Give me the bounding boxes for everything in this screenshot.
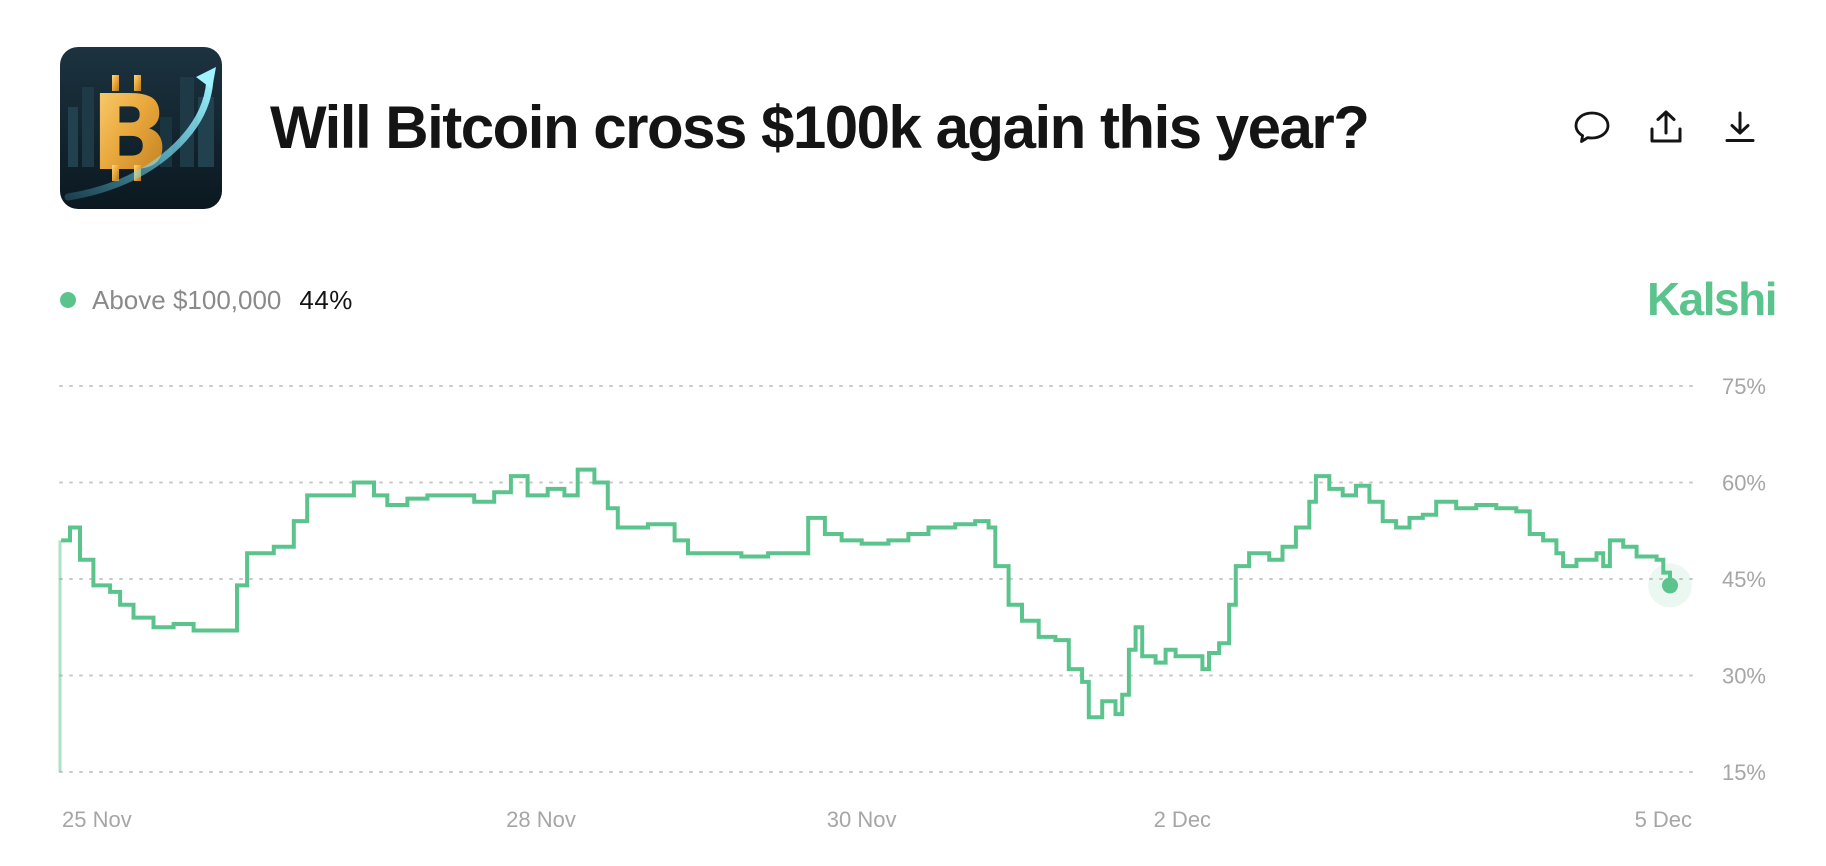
speech-bubble-icon <box>1574 111 1610 143</box>
svg-text:B: B <box>90 72 169 194</box>
legend-series-name: Above $100,000 <box>92 284 282 315</box>
legend-series-value: 44% <box>299 284 353 315</box>
bitcoin-rising-icon: B <box>60 47 222 209</box>
share-button[interactable] <box>1640 102 1692 152</box>
x-tick-label: 5 Dec <box>1635 807 1692 832</box>
chart-legend: Above $100,000 44% <box>60 282 353 318</box>
chart-series <box>58 467 1692 772</box>
x-tick-label: 25 Nov <box>62 807 132 832</box>
last-point-marker[interactable] <box>1662 577 1678 594</box>
series-line[interactable] <box>61 467 1672 720</box>
comment-button[interactable] <box>1566 102 1618 152</box>
download-icon <box>1725 111 1755 142</box>
x-tick-label: 28 Nov <box>506 807 576 832</box>
header-actions <box>1566 102 1766 152</box>
chart-grid <box>59 385 1701 773</box>
share-upload-icon <box>1650 110 1682 143</box>
page-title: Will Bitcoin cross $100k again this year… <box>270 94 1370 161</box>
legend-swatch <box>60 292 76 308</box>
y-tick-label: 75% <box>1722 374 1766 399</box>
y-tick-label: 15% <box>1722 760 1766 785</box>
x-tick-label: 30 Nov <box>827 807 897 832</box>
market-thumbnail[interactable]: B <box>60 47 222 209</box>
y-tick-label: 30% <box>1722 664 1766 689</box>
y-tick-label: 45% <box>1722 567 1766 592</box>
y-tick-label: 60% <box>1722 471 1766 496</box>
brand-logo[interactable]: Kalshi <box>1646 273 1778 325</box>
x-axis: 25 Nov 28 Nov 30 Nov 2 Dec 5 Dec <box>62 807 1692 832</box>
x-tick-label: 2 Dec <box>1154 807 1211 832</box>
y-axis: 15% 30% 45% 60% 75% <box>1722 374 1766 785</box>
download-button[interactable] <box>1714 102 1766 152</box>
